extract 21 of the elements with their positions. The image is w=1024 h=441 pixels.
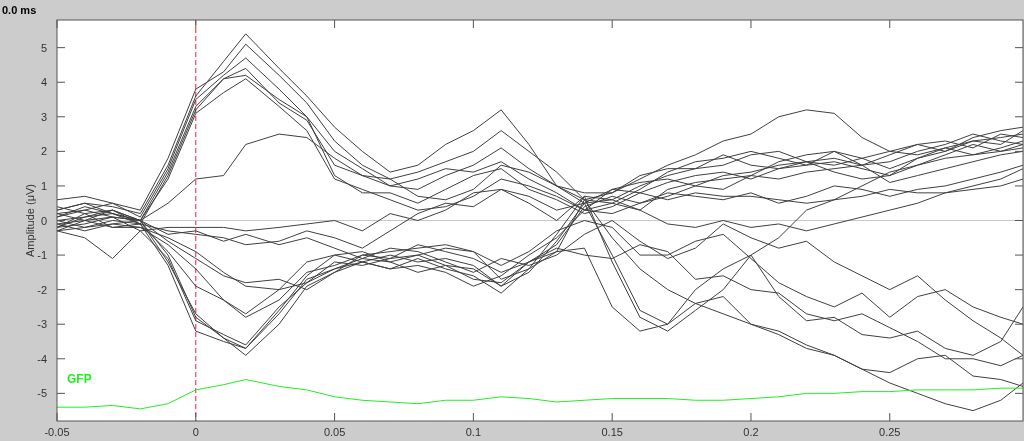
y-tick-label: -5 bbox=[37, 387, 47, 400]
chart-title: 0.0 ms bbox=[2, 4, 37, 16]
x-tick-label: 0 bbox=[192, 426, 199, 438]
x-tick-label: 0.2 bbox=[743, 426, 759, 438]
y-tick-label: -4 bbox=[37, 352, 47, 365]
x-tick-label: 0.05 bbox=[323, 426, 346, 438]
y-tick-label: -2 bbox=[37, 283, 47, 296]
y-tick-label: 4 bbox=[40, 76, 47, 89]
x-tick-label: -0.05 bbox=[44, 426, 70, 438]
y-tick-label: 2 bbox=[40, 145, 47, 158]
y-axis-title: Amplitude (μV) bbox=[24, 184, 36, 257]
y-tick-label: -3 bbox=[37, 318, 47, 331]
x-tick-label: 0.1 bbox=[465, 426, 482, 438]
series-label: GFP bbox=[67, 372, 92, 387]
y-tick-label: -1 bbox=[37, 249, 47, 262]
y-tick-label: 3 bbox=[40, 110, 47, 123]
y-tick-label: 5 bbox=[40, 41, 47, 54]
y-tick-label: 0 bbox=[40, 214, 47, 227]
x-tick-label: 0.25 bbox=[879, 426, 901, 438]
y-tick-label: 1 bbox=[40, 179, 47, 192]
x-tick-label: 0.15 bbox=[601, 426, 623, 438]
